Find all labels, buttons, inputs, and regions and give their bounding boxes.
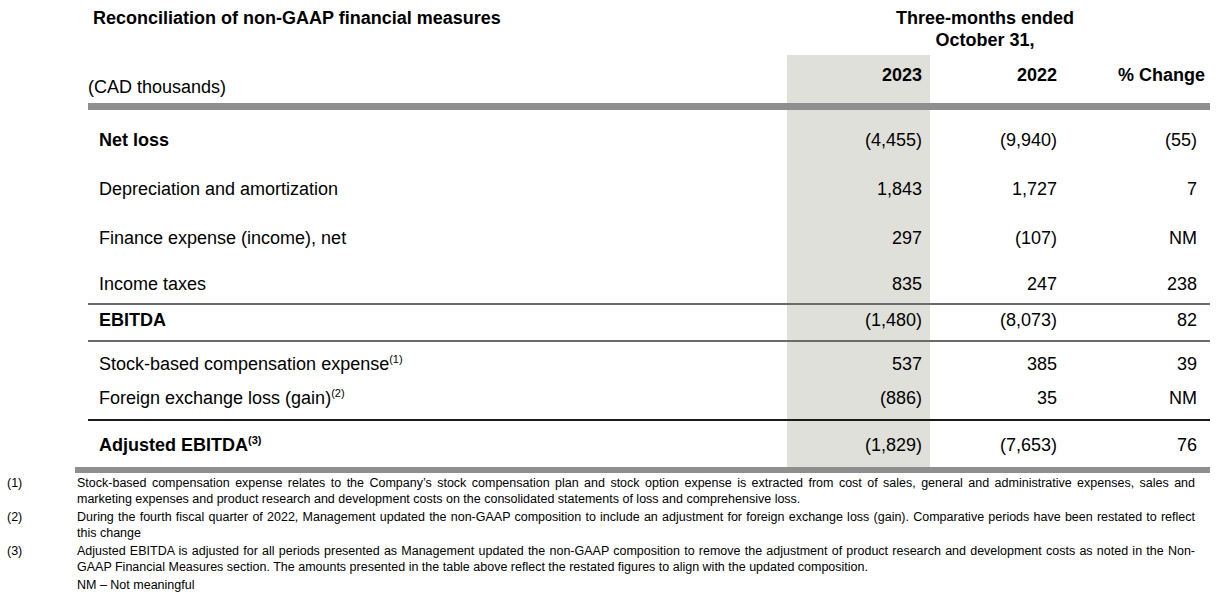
period-line1: Three-months ended [810, 7, 1160, 29]
row-label-text: Income taxes [99, 274, 206, 294]
footnote-marker: (3) [7, 544, 77, 575]
row-label-superscript: (3) [248, 434, 261, 446]
row-label-text: Depreciation and amortization [99, 179, 338, 199]
row-label-text: EBITDA [99, 310, 166, 330]
column-header-2022: 2022 [930, 65, 1060, 86]
row-label: EBITDA [88, 310, 778, 331]
table-row-stock-compensation: Stock-based compensation expense(1) 537 … [88, 342, 1210, 381]
value-2022: (7,653) [930, 435, 1060, 456]
footnote-1: (1) Stock-based compensation expense rel… [7, 476, 1195, 507]
table-row-finance-expense: Finance expense (income), net 297 (107) … [88, 208, 1210, 257]
period-header: Three-months ended October 31, [810, 7, 1160, 51]
row-label: Stock-based compensation expense(1) [88, 354, 778, 375]
value-change: (55) [1060, 130, 1210, 151]
table-row-ebitda: EBITDA (1,480) (8,073) 82 [88, 305, 1210, 340]
value-2022: 35 [930, 388, 1060, 409]
value-2023: 835 [778, 274, 930, 295]
value-change: 82 [1060, 310, 1210, 331]
footnote-3: (3) Adjusted EBITDA is adjusted for all … [7, 544, 1195, 575]
column-header-2023: 2023 [778, 65, 930, 86]
value-2023: (886) [778, 388, 930, 409]
value-2022: 247 [930, 274, 1060, 295]
row-label: Foreign exchange loss (gain)(2) [88, 388, 778, 409]
table-row-income-taxes: Income taxes 835 247 238 [88, 257, 1210, 303]
row-label-text: Net loss [99, 130, 169, 150]
value-change: 7 [1060, 179, 1210, 200]
period-line2: October 31, [810, 29, 1160, 51]
value-2023: (4,455) [778, 130, 930, 151]
value-2022: 385 [930, 354, 1060, 375]
value-2022: (8,073) [930, 310, 1060, 331]
footnote-2: (2) During the fourth fiscal quarter of … [7, 510, 1195, 541]
value-2023: 1,843 [778, 179, 930, 200]
value-2023: 297 [778, 228, 930, 249]
row-label-text: Stock-based compensation expense [99, 354, 389, 374]
row-label-text: Finance expense (income), net [99, 228, 346, 248]
row-label-text: Foreign exchange loss (gain) [99, 388, 331, 408]
footnote-marker: (1) [7, 476, 77, 507]
row-label-superscript: (1) [389, 353, 402, 365]
value-change: 76 [1060, 435, 1210, 456]
footnote-text: Adjusted EBITDA is adjusted for all peri… [77, 544, 1195, 575]
column-header-change: % Change [1060, 65, 1210, 86]
nm-note-text: NM – Not meaningful [77, 578, 1195, 594]
value-change: 238 [1060, 274, 1210, 295]
row-label-text: Adjusted EBITDA [99, 435, 248, 455]
value-2022: (107) [930, 228, 1060, 249]
value-2023: 537 [778, 354, 930, 375]
value-2023: (1,480) [778, 310, 930, 331]
footnote-nm: NM – Not meaningful [7, 578, 1195, 594]
page-title: Reconciliation of non-GAAP financial mea… [93, 8, 501, 29]
table-row-adjusted-ebitda: Adjusted EBITDA(3) (1,829) (7,653) 76 [88, 421, 1210, 467]
footnote-marker [7, 578, 77, 594]
footnote-text: Stock-based compensation expense relates… [77, 476, 1195, 507]
value-2023: (1,829) [778, 435, 930, 456]
table-row-depreciation: Depreciation and amortization 1,843 1,72… [88, 159, 1210, 208]
value-2022: 1,727 [930, 179, 1060, 200]
value-change: NM [1060, 388, 1210, 409]
value-change: NM [1060, 228, 1210, 249]
row-label: Adjusted EBITDA(3) [88, 435, 778, 456]
row-label: Finance expense (income), net [88, 228, 778, 249]
footnote-marker: (2) [7, 510, 77, 541]
row-label: Net loss [88, 130, 778, 151]
table-bottom-rule [75, 467, 1210, 473]
row-label: Depreciation and amortization [88, 179, 778, 200]
row-label: Income taxes [88, 274, 778, 295]
table-row-foreign-exchange: Foreign exchange loss (gain)(2) (886) 35… [88, 381, 1210, 419]
column-headers-row: 2023 2022 % Change [88, 61, 1210, 86]
row-label-superscript: (2) [331, 387, 344, 399]
document-page: Reconciliation of non-GAAP financial mea… [0, 0, 1227, 597]
table-row-net-loss: Net loss (4,455) (9,940) (55) [88, 110, 1210, 159]
footnotes: (1) Stock-based compensation expense rel… [7, 476, 1195, 597]
header-divider-rule [88, 103, 1210, 110]
value-2022: (9,940) [930, 130, 1060, 151]
value-change: 39 [1060, 354, 1210, 375]
footnote-text: During the fourth fiscal quarter of 2022… [77, 510, 1195, 541]
